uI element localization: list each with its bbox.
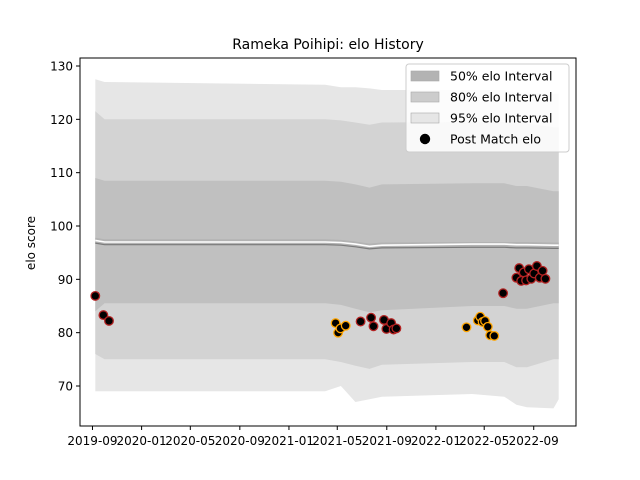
- post-match-point: [368, 321, 379, 332]
- post-match-point: [537, 265, 548, 276]
- y-tick-label: 130: [50, 60, 73, 74]
- legend-entry-80-label: 80% elo Interval: [450, 90, 552, 105]
- y-axis: 70 80 90 100 110 120 130: [50, 60, 80, 394]
- y-tick-label: 110: [50, 166, 73, 180]
- legend-entry-50-swatch: [410, 70, 440, 82]
- y-tick-label: 70: [58, 380, 73, 394]
- post-match-point: [461, 322, 472, 333]
- post-match-point: [90, 290, 101, 301]
- y-tick-label: 90: [58, 273, 73, 287]
- legend-entry-95-label: 95% elo Interval: [450, 111, 552, 126]
- y-tick-label: 80: [58, 326, 73, 340]
- plot-frame: [79, 57, 577, 427]
- post-match-point: [366, 312, 377, 323]
- chart-title: Rameka Poihipi: elo History: [232, 37, 424, 53]
- x-tick-label: 2020-05: [165, 434, 215, 448]
- x-tick-label: 2021-05: [312, 434, 362, 448]
- post-match-point: [391, 323, 402, 334]
- x-tick-label: 2021-01: [264, 434, 314, 448]
- post-match-point: [340, 320, 351, 331]
- post-match-point: [540, 273, 551, 284]
- mean-elo-line: [95, 239, 559, 248]
- post-match-point: [98, 310, 109, 321]
- y-tick-label: 120: [50, 113, 73, 127]
- legend-entry-post-match-marker: [419, 133, 431, 145]
- legend-entry-post-match-label: Post Match elo: [450, 132, 541, 147]
- y-axis-title: elo score: [24, 216, 38, 270]
- post-match-point: [104, 315, 114, 326]
- x-tick-label: 2020-09: [215, 434, 265, 448]
- legend-entry-95-swatch: [410, 112, 440, 124]
- x-tick-label: 2022-01: [411, 434, 461, 448]
- lower-50-line: [95, 242, 559, 250]
- post-match-point: [482, 321, 493, 332]
- legend-entry-50-label: 50% elo Interval: [450, 69, 552, 84]
- post-match-point: [498, 288, 509, 299]
- y-tick-label: 100: [50, 220, 73, 234]
- x-tick-label: 2022-09: [509, 434, 559, 448]
- x-tick-label: 2020-01: [117, 434, 167, 448]
- post-match-point: [489, 330, 500, 341]
- x-tick-label: 2021-09: [362, 434, 412, 448]
- legend-entry-80-swatch: [410, 91, 440, 103]
- legend: 50% elo Interval 80% elo Interval 95% elo …: [405, 63, 570, 153]
- post-match-point: [355, 316, 366, 327]
- legend-box: [405, 63, 570, 153]
- x-tick-label: 2022-05: [459, 434, 509, 448]
- mean-lines: [95, 239, 559, 250]
- x-tick-label: 2019-09: [67, 434, 117, 448]
- band-50: [95, 237, 559, 249]
- interval-bands: [95, 79, 559, 409]
- post-match-points: [90, 261, 551, 341]
